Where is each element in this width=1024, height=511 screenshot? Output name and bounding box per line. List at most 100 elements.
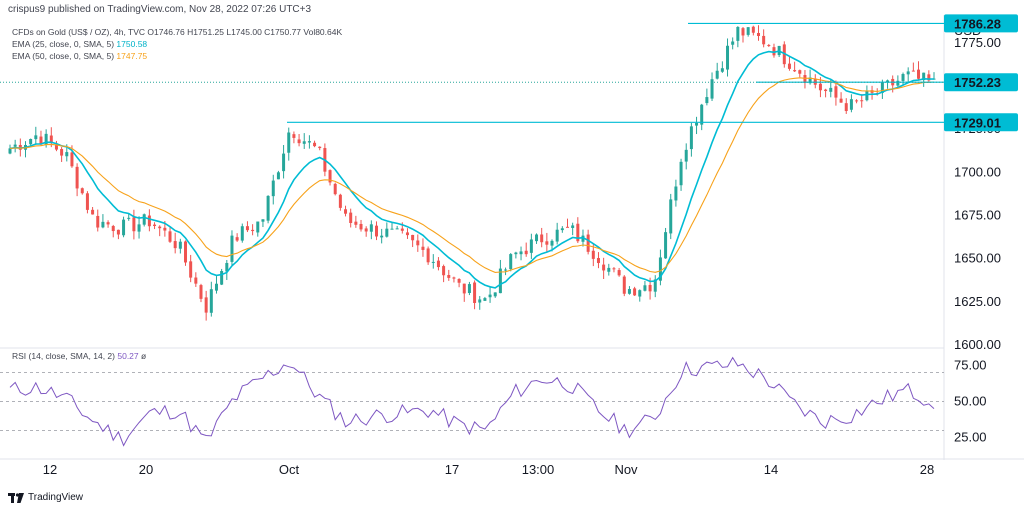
candle-body [106,222,110,225]
candle-body [674,186,678,201]
rsi-line [9,356,935,447]
grid [0,15,1024,460]
rsi-label-text: RSI (14, close, SMA, 14, 2) [12,351,115,361]
candle-body [653,279,657,292]
candle-body [824,89,828,92]
candle-body [173,241,177,249]
candle-body [875,93,879,95]
time-tick-label: Nov [614,462,638,477]
rsi-pane [0,356,944,447]
candle-body [235,237,239,241]
tradingview-logo-icon [8,492,24,503]
candle-body [375,225,379,237]
candle-body [44,133,48,145]
candle-body [746,27,750,35]
footer[interactable]: TradingView [8,492,83,503]
candle-body [297,139,301,144]
candle-body [122,219,126,236]
candle-body [493,292,497,297]
candle-body [75,166,79,189]
price-tick-label: 1750.00 [954,78,1001,93]
candle-body [447,275,451,278]
candle-body [29,138,33,145]
candle-body [870,90,874,93]
candle-body [400,228,404,231]
candle-body [736,26,740,41]
candle-body [251,229,255,232]
ema50-legend[interactable]: EMA (50, close, 0, SMA, 5) 1747.75 [12,50,342,62]
candle-body [535,234,539,242]
candle-body [328,170,332,183]
ohlc-values: O1746.76 H1751.25 L1745.00 C1750.77 Vol8… [147,27,343,37]
candle-body [147,215,151,227]
candle-body [426,248,430,263]
candle-body [596,258,600,264]
candle-body [39,136,43,144]
candle-body [731,41,735,45]
candle-body [225,262,229,272]
candle-body [705,97,709,104]
candle-body [488,294,492,298]
candle-body [808,77,812,84]
candle-body [354,221,358,225]
candle-body [349,212,353,224]
candle-body [168,231,172,242]
candle-body [80,188,84,194]
candle-body [416,240,420,246]
candle-body [256,221,260,233]
candle-body [266,195,270,221]
candle-body [271,180,275,197]
candle-body [380,235,384,238]
candle-body [700,104,704,125]
time-tick-label: 12 [43,462,57,477]
rsi-extra: ø [141,351,147,361]
symbol-title[interactable]: CFDs on Gold (US$ / OZ), 4h, TVC [12,27,146,37]
candle-body [669,199,673,234]
rsi-legend[interactable]: RSI (14, close, SMA, 14, 2) 50.27 ø [12,351,146,361]
ema50-label: EMA (50, close, 0, SMA, 5) [12,51,115,61]
candle-body [622,276,626,294]
ema25-label: EMA (25, close, 0, SMA, 5) [12,39,115,49]
candle-body [478,299,482,303]
candle-body [49,135,53,143]
candle-body [664,232,668,259]
candle-body [54,144,58,150]
candle-body [586,234,590,252]
candle-body [421,246,425,250]
candle-body [565,226,569,228]
candle-body [467,284,471,293]
candle-body [612,268,616,270]
candle-body [390,228,394,230]
candle-body [261,219,265,222]
candle-body [158,226,162,229]
candle-body [13,144,17,147]
candle-body [529,239,533,253]
candle-body [509,254,513,270]
indicator-legend: CFDs on Gold (US$ / OZ), 4h, TVC O1746.7… [12,26,342,62]
candle-body [369,224,373,232]
candle-body [798,70,802,74]
candle-body [127,217,131,219]
price-label-box [944,73,1018,92]
candle-body [550,240,554,246]
price-tick-label: 1725.00 [954,121,1001,136]
candle-body [591,250,595,259]
price-label-text: 1752.23 [954,75,1001,90]
candle-body [276,172,280,180]
candle-body [720,68,724,72]
ema25-legend[interactable]: EMA (25, close, 0, SMA, 5) 1750.58 [12,38,342,50]
candle-body [519,251,523,255]
candle-body [483,298,487,301]
candle-body [844,103,848,112]
candle-body [116,229,120,235]
candle-body [307,141,311,143]
candle-body [194,277,198,284]
candle-body [364,228,368,232]
candle-body [504,269,508,271]
candle-body [70,152,74,167]
candle-body [756,32,760,36]
ema25-value: 1750.58 [116,39,148,49]
candle-body [787,63,791,69]
candle-body [292,134,296,138]
